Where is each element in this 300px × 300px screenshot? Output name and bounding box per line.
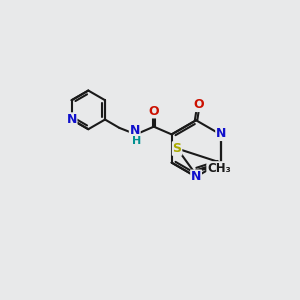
Text: O: O: [193, 98, 204, 111]
Text: N: N: [130, 124, 140, 137]
Text: N: N: [191, 170, 201, 183]
Text: O: O: [148, 105, 159, 118]
Text: N: N: [66, 113, 77, 126]
Text: CH₃: CH₃: [207, 162, 231, 175]
Text: H: H: [132, 136, 141, 146]
Text: S: S: [172, 142, 182, 155]
Text: N: N: [216, 127, 226, 140]
